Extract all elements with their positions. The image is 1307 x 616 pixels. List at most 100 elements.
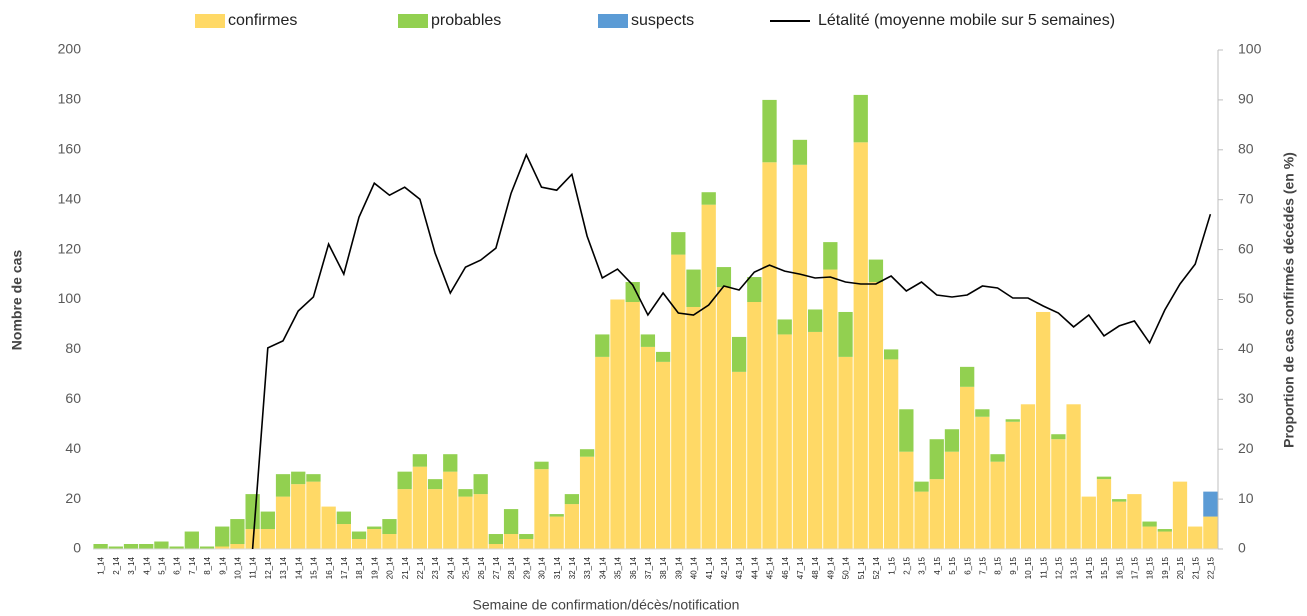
bar bbox=[1112, 501, 1127, 549]
bar bbox=[701, 192, 716, 205]
x-tick-label: 17_15 bbox=[1130, 556, 1139, 579]
bar bbox=[488, 544, 504, 549]
bar bbox=[336, 524, 351, 549]
bar bbox=[701, 204, 716, 549]
bar bbox=[990, 454, 1005, 462]
legend-label: confirmes bbox=[228, 12, 297, 29]
bar bbox=[351, 539, 367, 549]
bar bbox=[291, 471, 306, 485]
bar bbox=[1036, 311, 1051, 549]
x-tick-label: 16_14 bbox=[325, 556, 334, 579]
x-tick-label: 17_14 bbox=[340, 556, 349, 579]
x-tick-label: 6_14 bbox=[173, 556, 182, 574]
x-tick-label: 46_14 bbox=[781, 556, 790, 579]
bar bbox=[458, 496, 473, 549]
bar bbox=[321, 506, 336, 549]
bar bbox=[883, 349, 899, 360]
bar bbox=[397, 471, 412, 490]
bar bbox=[929, 479, 944, 549]
x-tick-label: 30_14 bbox=[538, 556, 547, 579]
legend-label: Létalité (moyenne mobile sur 5 semaines) bbox=[818, 12, 1115, 29]
bar bbox=[503, 509, 519, 535]
x-tick-label: 36_14 bbox=[629, 556, 638, 579]
bar bbox=[579, 456, 595, 549]
x-tick-label: 7_15 bbox=[978, 556, 987, 574]
bar bbox=[823, 242, 838, 270]
x-tick-label: 9_15 bbox=[1009, 556, 1018, 574]
bar bbox=[336, 511, 351, 525]
bar bbox=[671, 254, 686, 549]
bar bbox=[1112, 499, 1127, 502]
y-tick-label: 200 bbox=[58, 41, 82, 57]
bar bbox=[488, 534, 504, 545]
bar bbox=[184, 531, 199, 549]
bar bbox=[792, 139, 808, 165]
x-tick-label: 48_14 bbox=[811, 556, 820, 579]
x-tick-label: 38_14 bbox=[659, 556, 668, 579]
bar bbox=[777, 319, 792, 335]
bar bbox=[473, 474, 488, 495]
x-tick-label: 18_14 bbox=[355, 556, 364, 579]
x-tick-label: 19_15 bbox=[1161, 556, 1170, 579]
legend-swatch bbox=[195, 14, 225, 28]
y-tick-label: 140 bbox=[58, 190, 82, 206]
bar bbox=[123, 544, 139, 549]
x-tick-label: 12_15 bbox=[1054, 556, 1063, 579]
x-tick-label: 23_14 bbox=[431, 556, 440, 579]
bar bbox=[549, 516, 564, 549]
y-tick-label: 180 bbox=[58, 91, 82, 107]
x-tick-label: 3_15 bbox=[918, 556, 927, 574]
x-tick-label: 43_14 bbox=[735, 556, 744, 579]
bar bbox=[275, 474, 291, 497]
bar bbox=[519, 539, 534, 549]
x-tick-label: 51_14 bbox=[857, 556, 866, 579]
bar bbox=[519, 534, 534, 540]
x-tick-label: 6_15 bbox=[963, 556, 972, 574]
bar bbox=[412, 466, 428, 549]
x-tick-label: 47_14 bbox=[796, 556, 805, 579]
bar bbox=[443, 454, 458, 472]
bar bbox=[108, 546, 123, 549]
x-tick-label: 32_14 bbox=[568, 556, 577, 579]
bar bbox=[275, 496, 291, 549]
bar bbox=[351, 531, 367, 540]
x-tick-label: 26_14 bbox=[477, 556, 486, 579]
y2-tick-label: 60 bbox=[1238, 240, 1254, 256]
bar bbox=[716, 287, 732, 549]
x-tick-label: 49_14 bbox=[826, 556, 835, 579]
bar bbox=[427, 489, 443, 549]
bar bbox=[169, 546, 184, 549]
bar bbox=[625, 282, 640, 302]
bar bbox=[215, 546, 230, 549]
x-tick-label: 13_14 bbox=[279, 556, 288, 579]
bar bbox=[731, 371, 747, 549]
y-tick-label: 160 bbox=[58, 141, 82, 157]
y2-tick-label: 70 bbox=[1238, 190, 1254, 206]
x-tick-label: 2_15 bbox=[902, 556, 911, 574]
bar bbox=[579, 449, 595, 457]
bar bbox=[868, 282, 884, 549]
bar bbox=[215, 526, 230, 547]
x-tick-label: 8_14 bbox=[203, 556, 212, 574]
bar bbox=[914, 481, 929, 492]
x-tick-label: 4_14 bbox=[142, 556, 151, 574]
bar bbox=[1096, 476, 1112, 480]
y2-axis-label: Proportion de cas confirmés décédés (en … bbox=[1281, 152, 1297, 448]
y-tick-label: 0 bbox=[73, 540, 81, 556]
bar bbox=[686, 269, 701, 307]
bar bbox=[154, 541, 169, 549]
x-tick-label: 19_14 bbox=[370, 556, 379, 579]
bar bbox=[807, 331, 823, 549]
x-tick-label: 20_14 bbox=[386, 556, 395, 579]
bar bbox=[1203, 516, 1218, 549]
bar bbox=[762, 99, 777, 163]
x-tick-label: 1_14 bbox=[97, 556, 106, 574]
bar bbox=[716, 267, 732, 288]
x-tick-label: 20_15 bbox=[1176, 556, 1185, 579]
bar bbox=[944, 429, 960, 452]
bar bbox=[199, 546, 215, 549]
bar bbox=[610, 299, 625, 549]
bar bbox=[1142, 526, 1157, 549]
x-tick-label: 40_14 bbox=[690, 556, 699, 579]
bar bbox=[397, 489, 412, 549]
